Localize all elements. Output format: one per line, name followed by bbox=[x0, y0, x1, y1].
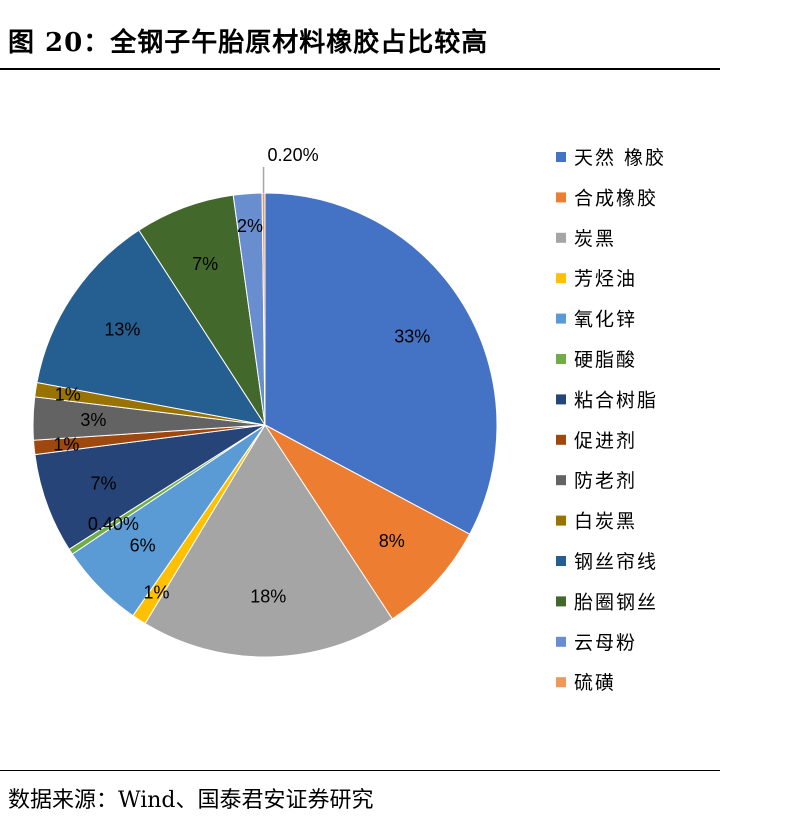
legend-label-7: 粘合树脂 bbox=[574, 389, 658, 411]
legend-label-1: 天然 橡胶 bbox=[574, 147, 666, 169]
legend-label-2: 合成橡胶 bbox=[574, 187, 658, 209]
slice-label-9: 3% bbox=[80, 410, 106, 430]
legend-swatch-10 bbox=[556, 515, 566, 526]
legend-label-9: 防老剂 bbox=[574, 470, 637, 492]
pie-slice-1 bbox=[264, 192, 498, 535]
slice-label-10: 1% bbox=[55, 385, 81, 405]
legend: 天然 橡胶合成橡胶炭黑芳烃油氧化锌硬脂酸粘合树脂促进剂防老剂白炭黑钢丝帘线胎圈钢… bbox=[556, 147, 666, 694]
legend-swatch-2 bbox=[556, 192, 566, 203]
legend-swatch-13 bbox=[556, 636, 566, 647]
legend-swatch-9 bbox=[556, 475, 566, 486]
legend-label-6: 硬脂酸 bbox=[574, 349, 637, 371]
legend-swatch-12 bbox=[556, 596, 566, 607]
legend-swatch-14 bbox=[556, 677, 566, 688]
legend-swatch-5 bbox=[556, 313, 566, 324]
legend-swatch-6 bbox=[556, 354, 566, 364]
legend-swatch-4 bbox=[556, 273, 566, 284]
legend-label-13: 云母粉 bbox=[574, 632, 637, 654]
slice-label-3: 18% bbox=[250, 587, 286, 607]
pie-slice-11 bbox=[36, 229, 267, 426]
slice-label-7: 7% bbox=[91, 473, 117, 493]
slice-label-4: 1% bbox=[144, 582, 170, 602]
legend-label-5: 氧化锌 bbox=[574, 309, 637, 331]
legend-label-3: 炭黑 bbox=[574, 228, 616, 250]
pie-slices bbox=[32, 192, 498, 658]
legend-label-14: 硫磺 bbox=[574, 672, 616, 694]
slice-label-8: 1% bbox=[53, 434, 79, 454]
footer-rule bbox=[0, 770, 720, 771]
slice-label-12: 7% bbox=[192, 254, 218, 274]
title-rule bbox=[0, 68, 720, 70]
slice-label-1: 33% bbox=[394, 327, 430, 347]
legend-swatch-11 bbox=[556, 556, 566, 566]
legend-label-10: 白炭黑 bbox=[574, 511, 637, 533]
legend-label-12: 胎圈钢丝 bbox=[574, 591, 658, 613]
pie-slice-3 bbox=[144, 424, 394, 658]
slice-label-5: 6% bbox=[130, 535, 156, 555]
legend-swatch-7 bbox=[556, 394, 566, 405]
legend-swatch-3 bbox=[556, 232, 566, 243]
pie-slice-2 bbox=[264, 424, 471, 620]
page-title: 图 20：全钢子午胎原材料橡胶占比较高 bbox=[8, 28, 489, 58]
pie-slice-14 bbox=[261, 192, 266, 426]
legend-label-11: 钢丝帘线 bbox=[574, 551, 658, 573]
slice-labels: 33%8%18%1%6%0.40%7%1%3%1%13%7%2%0.20% bbox=[53, 145, 430, 607]
slice-label-13: 2% bbox=[237, 216, 263, 236]
legend-label-4: 芳烃油 bbox=[574, 268, 637, 290]
slice-label-11: 13% bbox=[104, 319, 140, 339]
legend-swatch-8 bbox=[556, 434, 566, 445]
slice-label-14: 0.20% bbox=[268, 145, 319, 165]
legend-swatch-1 bbox=[556, 152, 566, 162]
slice-label-2: 8% bbox=[379, 531, 405, 551]
source-note: 数据来源：Wind、国泰君安证券研究 bbox=[8, 788, 374, 813]
slice-label-6: 0.40% bbox=[88, 514, 139, 534]
legend-label-8: 促进剂 bbox=[574, 430, 637, 452]
